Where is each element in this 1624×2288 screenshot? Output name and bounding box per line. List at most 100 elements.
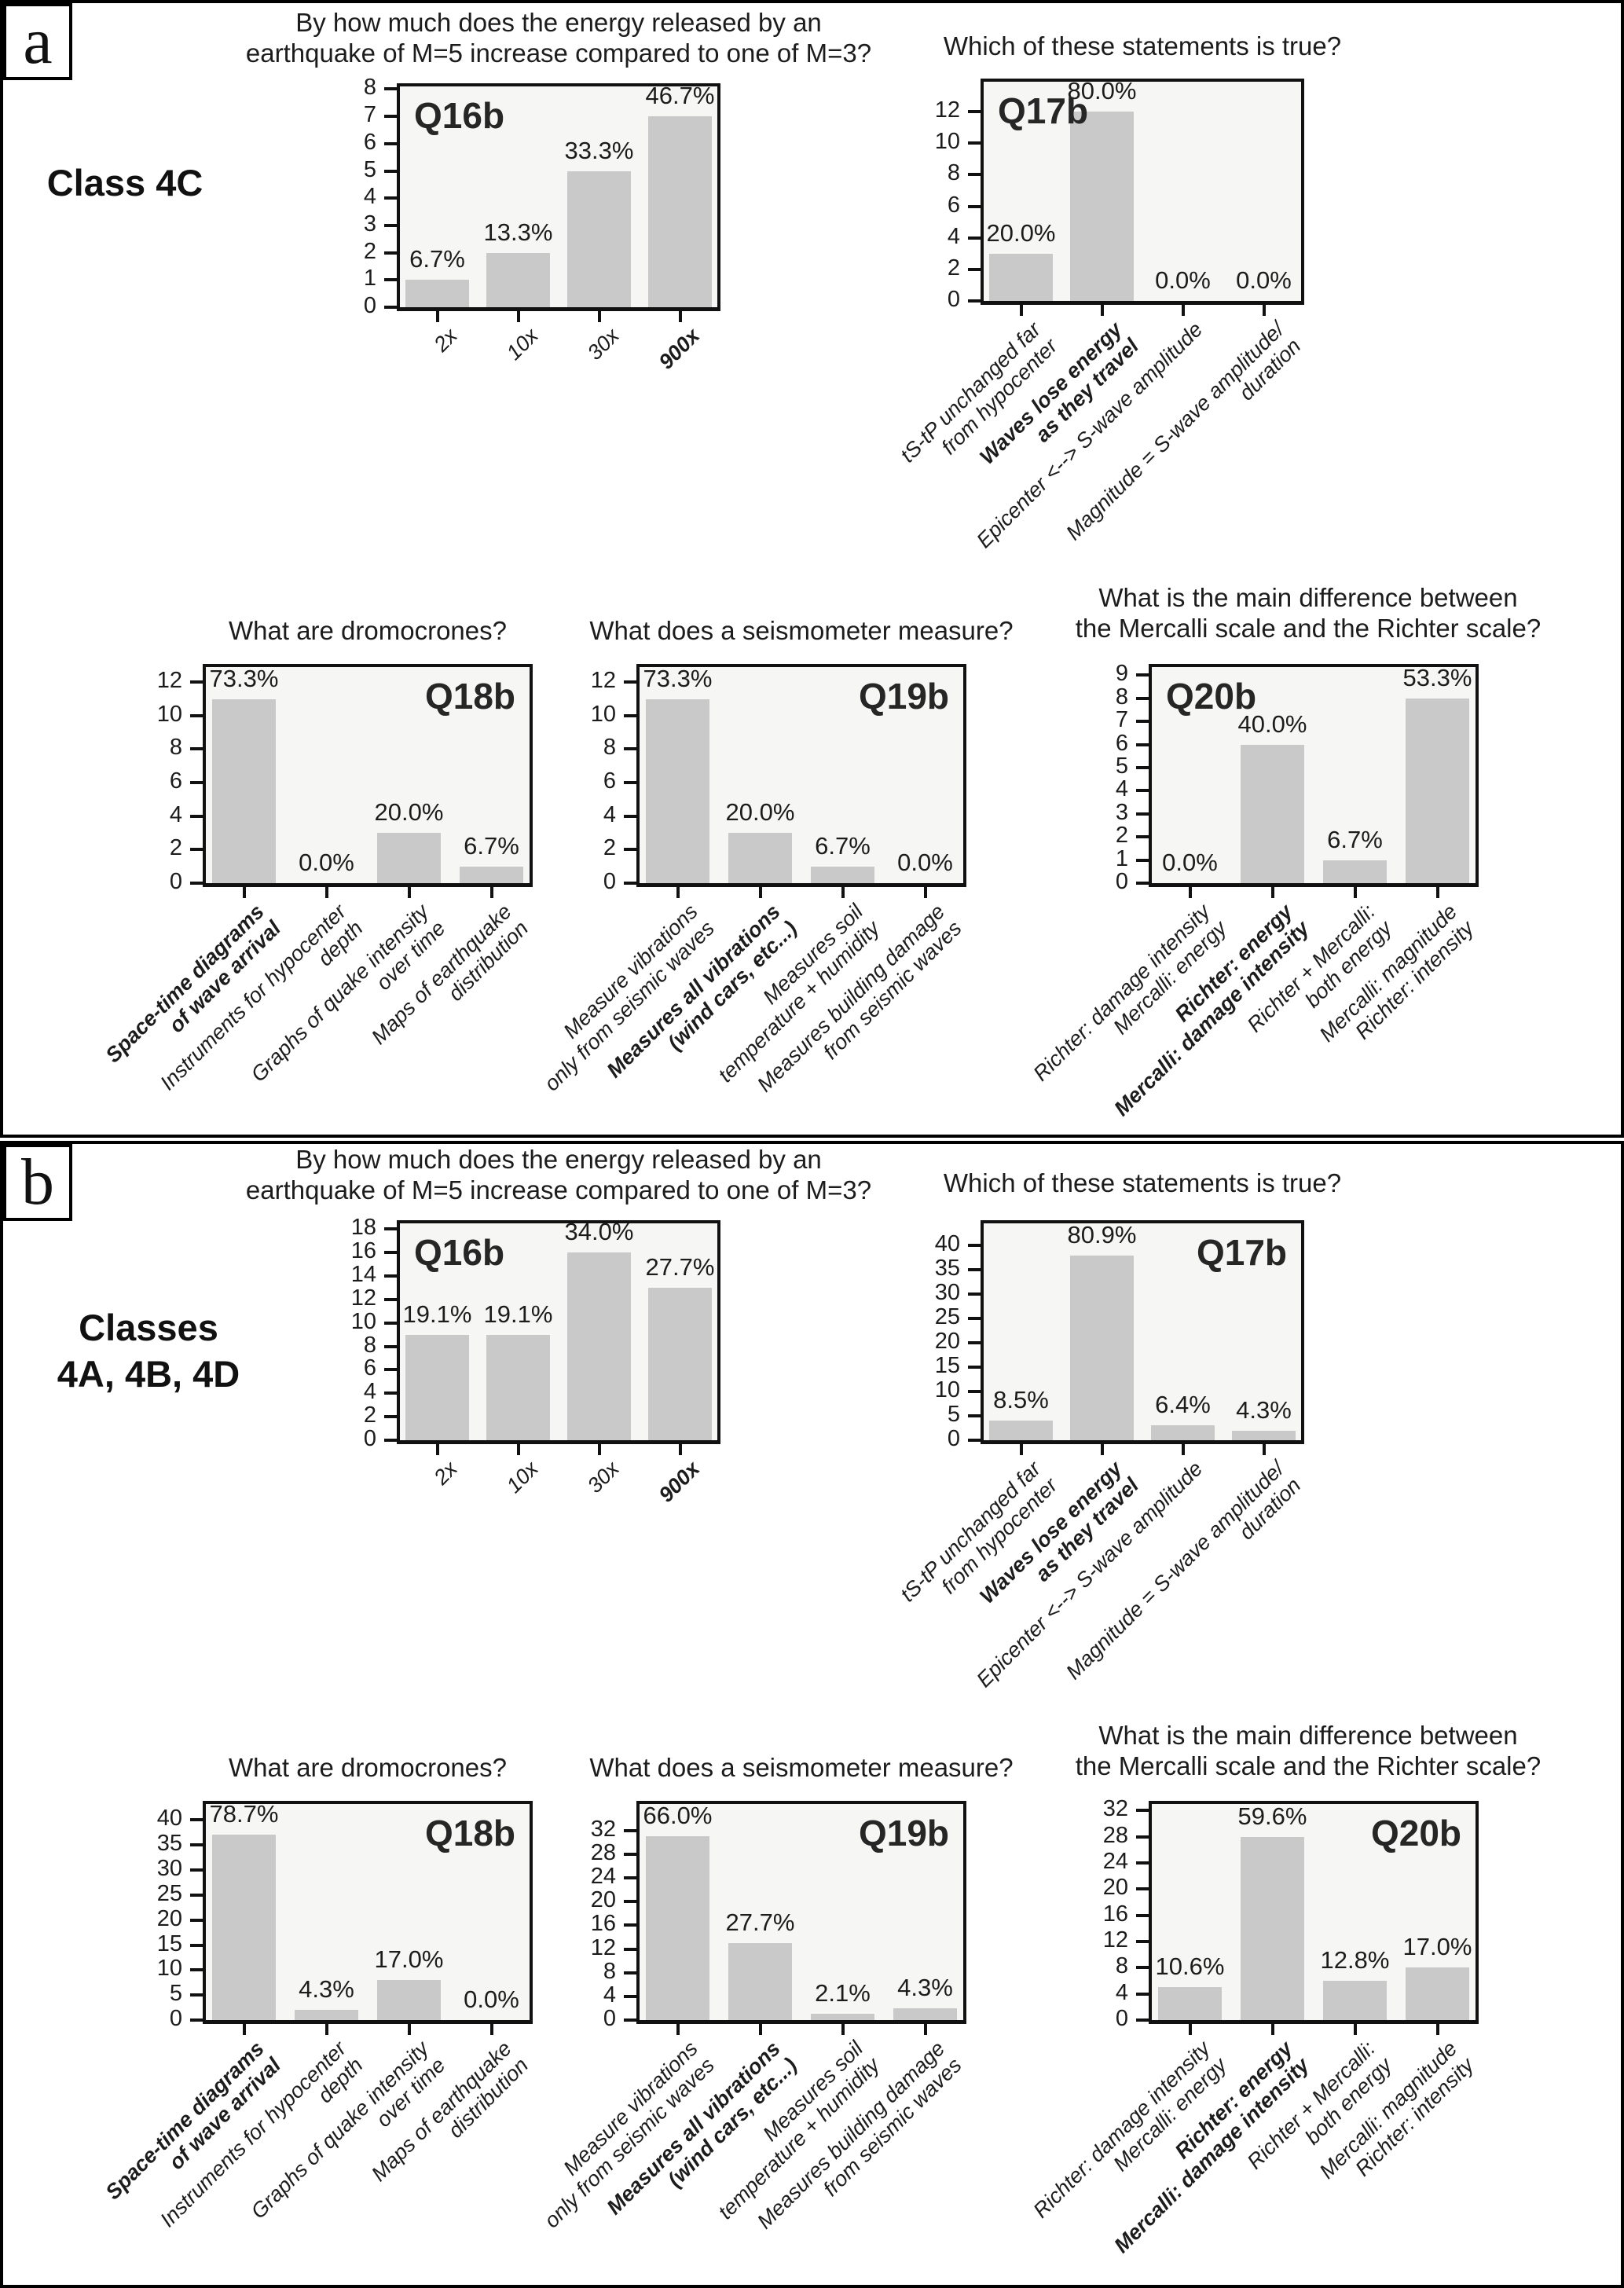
y-tick-label-b-q19b: 12: [590, 1934, 616, 1960]
y-tick-b-q17b: [968, 1366, 981, 1370]
y-tick-label-a-q20b: 7: [1115, 707, 1128, 733]
y-tick-label-b-q16b: 6: [363, 1355, 376, 1381]
y-tick-b-q20b: [1136, 1966, 1149, 1970]
y-tick-a-q20b: [1136, 858, 1149, 862]
bar-value-label-b-q17b-2: 6.4%: [1155, 1391, 1211, 1419]
bar-value-label-b-q17b-3: 4.3%: [1236, 1395, 1292, 1424]
y-tick-b-q19b: [624, 1828, 636, 1832]
y-tick-label-a-q17b: 0: [947, 287, 960, 312]
bar-value-label-a-q20b-1: 40.0%: [1237, 710, 1307, 738]
x-tick-b-q20b-2: [1353, 2024, 1357, 2035]
y-tick-a-q19b: [624, 747, 636, 751]
chart-id-label-b-q16b: Q16b: [414, 1232, 505, 1273]
y-tick-label-b-q17b: 10: [934, 1377, 960, 1403]
y-tick-label-a-q19b: 10: [590, 701, 616, 727]
bar-value-label-a-q16b-1: 13.3%: [483, 218, 553, 246]
bar-value-label-a-q19b-3: 0.0%: [897, 849, 953, 876]
y-tick-label-b-q17b: 40: [934, 1231, 960, 1257]
y-tick-label-b-q20b: 0: [1115, 2006, 1128, 2031]
y-tick-b-q16b: [384, 1368, 397, 1372]
y-tick-b-q17b: [968, 1390, 981, 1394]
y-tick-label-b-q18b: 25: [156, 1880, 182, 1906]
y-tick-a-q17b: [968, 299, 981, 302]
y-tick-label-b-q16b: 18: [350, 1215, 376, 1241]
y-tick-label-a-q19b: 4: [603, 801, 616, 827]
y-tick-b-q16b: [384, 1439, 397, 1442]
y-tick-a-q18b: [190, 680, 203, 684]
y-tick-label-a-q19b: 2: [603, 835, 616, 861]
y-tick-label-b-q16b: 12: [350, 1285, 376, 1311]
y-tick-a-q18b: [190, 713, 203, 717]
y-tick-label-b-q18b: 15: [156, 1930, 182, 1956]
y-tick-label-b-q18b: 10: [156, 1956, 182, 1982]
x-tick-a-q17b-2: [1181, 305, 1185, 316]
chart-id-label-a-q17b: Q17b: [998, 90, 1089, 131]
x-tick-b-q18b-0: [242, 2024, 246, 2035]
y-tick-b-q19b: [624, 1994, 636, 1998]
bar-value-label-b-q16b-0: 19.1%: [402, 1300, 472, 1328]
bar-value-label-a-q17b-1: 80.0%: [1067, 77, 1137, 105]
bar-value-label-a-q16b-2: 33.3%: [564, 136, 634, 164]
bar-value-label-b-q20b-1: 59.6%: [1237, 1802, 1307, 1830]
bar-a-q18b-2: [376, 833, 442, 883]
y-tick-b-q19b: [624, 1876, 636, 1880]
y-tick-a-q20b: [1136, 882, 1149, 885]
chart-id-label-b-q20b: Q20b: [1370, 1813, 1461, 1854]
y-tick-a-q16b: [384, 251, 397, 255]
y-tick-label-a-q20b: 6: [1115, 730, 1128, 756]
bar-a-q16b-0: [405, 280, 469, 307]
bar-b-q16b-3: [648, 1288, 712, 1440]
chart-title-a-q16b: By how much does the energy released by …: [245, 8, 872, 68]
x-tick-b-q18b-1: [324, 2024, 328, 2035]
y-tick-label-a-q20b: 3: [1115, 799, 1128, 825]
y-tick-label-a-q18b: 8: [169, 735, 182, 761]
bar-value-label-b-q20b-0: 10.6%: [1155, 1952, 1225, 1981]
x-tick-b-q17b-0: [1019, 1444, 1023, 1455]
y-tick-label-a-q18b: 4: [169, 801, 182, 827]
x-tick-a-q18b-2: [407, 887, 411, 898]
bar-b-q17b-3: [1232, 1430, 1296, 1440]
y-tick-label-b-q20b: 28: [1102, 1822, 1128, 1848]
y-tick-label-b-q16b: 2: [363, 1402, 376, 1428]
x-tick-b-q20b-0: [1188, 2024, 1192, 2035]
bar-value-label-a-q17b-0: 20.0%: [986, 218, 1056, 247]
bar-value-label-a-q17b-3: 0.0%: [1236, 266, 1292, 294]
y-tick-b-q18b: [190, 1993, 203, 1997]
y-tick-label-a-q16b: 8: [363, 75, 376, 101]
y-tick-label-a-q20b: 1: [1115, 845, 1128, 871]
x-tick-a-q20b-1: [1270, 887, 1274, 898]
bar-value-label-a-q20b-3: 53.3%: [1402, 663, 1472, 691]
y-tick-label-a-q17b: 4: [947, 223, 960, 249]
bar-b-q20b-3: [1405, 1967, 1470, 2020]
y-tick-label-a-q19b: 12: [590, 668, 616, 694]
y-tick-b-q16b: [384, 1321, 397, 1325]
y-tick-label-a-q16b: 4: [363, 184, 376, 210]
x-tick-b-q16b-2: [597, 1444, 601, 1455]
y-tick-label-a-q20b: 4: [1115, 776, 1128, 802]
y-tick-b-q20b: [1136, 1992, 1149, 1996]
bar-b-q19b-0: [645, 1836, 710, 2020]
y-tick-b-q17b: [968, 1341, 981, 1345]
y-tick-label-a-q19b: 6: [603, 768, 616, 794]
y-tick-label-b-q17b: 20: [934, 1329, 960, 1355]
x-tick-a-q17b-3: [1262, 305, 1266, 316]
y-tick-label-a-q20b: 5: [1115, 753, 1128, 779]
y-tick-b-q17b: [968, 1268, 981, 1272]
y-tick-label-b-q16b: 0: [363, 1426, 376, 1451]
y-tick-b-q16b: [384, 1227, 397, 1231]
y-tick-label-b-q20b: 8: [1115, 1953, 1128, 1979]
x-tick-a-q20b-0: [1188, 887, 1192, 898]
bar-a-q20b-2: [1322, 860, 1388, 883]
y-tick-b-q20b: [1136, 1887, 1149, 1891]
x-tick-a-q20b-2: [1353, 887, 1357, 898]
bar-value-label-a-q20b-0: 0.0%: [1162, 849, 1218, 876]
chart-title-a-q20b: What is the main difference between the …: [1075, 583, 1542, 643]
y-tick-label-a-q16b: 7: [363, 102, 376, 128]
bar-a-q20b-3: [1405, 698, 1470, 883]
y-tick-b-q17b: [968, 1292, 981, 1296]
chart-title-b-q16b: By how much does the energy released by …: [245, 1145, 872, 1204]
x-tick-a-q19b-2: [841, 887, 845, 898]
y-tick-label-a-q17b: 8: [947, 160, 960, 186]
y-tick-a-q18b: [190, 882, 203, 885]
y-tick-label-b-q20b: 12: [1102, 1927, 1128, 1952]
